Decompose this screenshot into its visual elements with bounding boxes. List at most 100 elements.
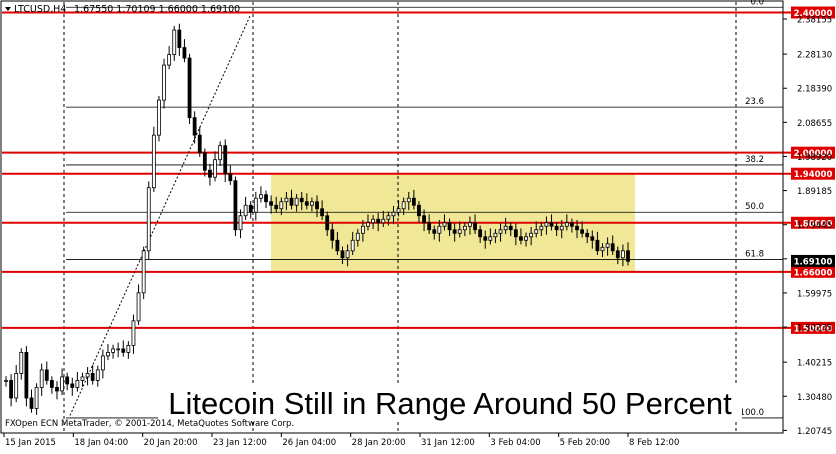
candle-body (238, 215, 243, 231)
candle-body (65, 376, 70, 385)
candle-body (218, 145, 223, 161)
fib-label: 23.6 (745, 97, 764, 107)
price-tick-label: 2.28130 (797, 51, 832, 61)
candle-body (411, 197, 416, 206)
time-axis: 15 Jan 2015 18 Jan 04:00 20 Jan 20:00 23 Ja… (3, 433, 679, 448)
level-tag (791, 321, 835, 334)
price-tick-label: 1.40215 (797, 359, 832, 369)
candle-body (75, 380, 80, 388)
candle-body (55, 387, 59, 392)
level-label: 1.66000 (794, 268, 833, 278)
level-label: 2.40000 (794, 9, 833, 19)
time-tick-label: 26 Jan 04:00 (282, 438, 336, 448)
candle-body (294, 197, 299, 206)
candle-body (350, 239, 355, 252)
candle-body (177, 29, 182, 48)
candle-body (310, 201, 314, 206)
candle-body (4, 380, 8, 382)
price-tick-label: 1.98920 (797, 153, 832, 163)
time-tick-label: 20 Jan 20:00 (144, 438, 198, 448)
candle-body (478, 229, 483, 238)
candle-body (544, 222, 549, 227)
candle-body (233, 180, 238, 231)
candle-body (279, 201, 284, 210)
candle-body (437, 225, 442, 234)
candle-body (157, 99, 161, 136)
candle-body (355, 232, 360, 241)
candle-body (34, 387, 39, 409)
price-tick-label: 2.08655 (797, 119, 832, 129)
candle-body (534, 229, 539, 234)
time-tick-label: 31 Jan 12:00 (421, 438, 475, 448)
candle-body (208, 169, 212, 178)
candle-body (289, 197, 294, 206)
candle-body (259, 194, 263, 199)
trend-line-layer (69, 15, 251, 416)
time-tick-label: 15 Jan 2015 (5, 438, 56, 448)
candle-body (447, 222, 452, 231)
candle-body (539, 225, 544, 231)
price-tick-label: 1.50235 (797, 324, 832, 334)
candle-body (269, 201, 274, 206)
price-tick-label: 1.79445 (797, 221, 832, 231)
candle-body (462, 225, 467, 231)
time-tick-label: 18 Jan 04:00 (74, 438, 128, 448)
candle-body (284, 197, 289, 203)
candle-body (381, 218, 386, 224)
candle-body (391, 211, 396, 217)
candle-body (131, 320, 136, 346)
candle-body (197, 134, 202, 154)
candle-body (146, 187, 151, 252)
price-tick-label: 1.89185 (797, 187, 832, 197)
candle-body (498, 229, 503, 234)
candle-body (432, 229, 437, 234)
candle-body (519, 236, 523, 241)
candle-body (223, 145, 228, 175)
candle-body (24, 352, 29, 399)
candle-body (315, 201, 319, 210)
candle-body (564, 222, 569, 227)
candle-body (136, 292, 141, 322)
candle-body (360, 225, 365, 234)
candle-body (49, 380, 54, 388)
level-tag (791, 216, 835, 229)
candle-body (513, 229, 518, 238)
price-tick-label: 2.38155 (797, 15, 832, 25)
price-tick-label: 1.20745 (797, 427, 832, 437)
fib-label: 38.2 (745, 155, 764, 165)
level-tag (791, 167, 835, 180)
candle-body (39, 369, 44, 388)
candle-body (595, 239, 600, 252)
candle-body (264, 194, 268, 203)
candle-body (213, 159, 217, 178)
time-tick-label: 3 Feb 04:00 (490, 438, 540, 448)
candle-body (473, 222, 477, 231)
candle-body (80, 376, 85, 381)
candle-body (559, 225, 564, 231)
support-resistance-levels: 2.40000 2.00000 1.94000 1.80000 1.66000 1.500… (2, 6, 835, 334)
candle-body (605, 243, 610, 248)
level-tag (791, 146, 835, 159)
candle-body (493, 232, 498, 238)
candle-body (585, 232, 590, 238)
candle-body (442, 222, 447, 227)
candle-body (575, 225, 579, 231)
candle-body (417, 204, 421, 217)
candle-body (570, 222, 574, 227)
candle-body (345, 250, 350, 259)
candle-body (371, 218, 375, 224)
candle-body (503, 225, 508, 231)
candle-body (253, 197, 258, 213)
overlay-title: Litecoin Still in Range Around 50 Percen… (168, 386, 732, 421)
candle-body (70, 383, 75, 388)
level-tag (791, 6, 835, 19)
trend-line (69, 15, 251, 416)
candle-body (427, 222, 432, 231)
candle-body (44, 369, 49, 381)
candle-body (340, 250, 345, 259)
candle-body (126, 344, 131, 353)
triangle-down-icon[interactable] (5, 7, 11, 11)
candle-body (376, 218, 381, 224)
candle-body (580, 229, 585, 234)
